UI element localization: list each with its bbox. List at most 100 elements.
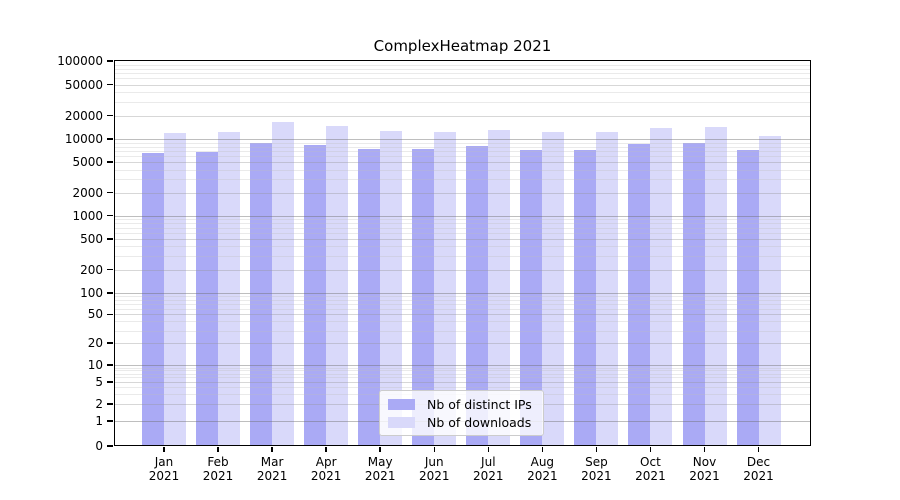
y-tick-mark [107,60,113,62]
y-tick-label: 10000 [64,132,103,147]
legend-swatch-distinct-ips [388,399,415,410]
y-tick-label: 5000 [72,155,103,170]
legend-label-downloads: Nb of downloads [427,415,532,430]
bar-downloads-feb [218,131,241,446]
y-tick-mark [107,191,113,194]
x-tick-mark [757,447,760,452]
y-tick-mark [107,214,113,217]
gridline-minor [114,64,811,66]
y-tick-mark [107,364,113,366]
x-tick-label-sep: Sep 2021 [581,455,612,483]
y-tick-label: 2000 [72,185,103,200]
x-tick-label-nov: Nov 2021 [689,455,720,483]
bar-distinct-ips-nov [682,142,705,446]
y-tick-label: 200 [80,262,103,277]
bar-downloads-jul [488,129,511,446]
y-tick-mark [107,161,113,163]
x-tick-label-jul: Jul 2021 [473,455,504,483]
legend-label-distinct-ips: Nb of distinct IPs [427,397,532,412]
bar-distinct-ips-mar [250,142,273,446]
gridline-minor [114,101,811,103]
y-tick-mark [107,238,113,240]
x-tick-mark [379,447,381,452]
x-tick-label-aug: Aug 2021 [527,455,558,483]
x-tick-mark [271,447,273,452]
bar-downloads-nov [704,126,727,446]
y-tick-label: 50 [87,307,103,322]
bar-distinct-ips-jan [142,153,164,446]
bar-distinct-ips-apr [304,144,327,446]
bar-distinct-ips-aug [520,149,543,446]
gridline-minor [114,84,811,86]
plot-area [114,60,811,446]
x-tick-mark [487,447,490,452]
chart-title: ComplexHeatmap 2021 [373,37,552,55]
y-tick-mark [107,445,113,447]
gridline-minor [114,92,811,94]
bar-downloads-oct [650,127,673,446]
y-axis: 100000 50000 20000 10000 5000 2000 1000 500 200 1… [0,55,113,452]
bar-downloads-jun [434,132,457,446]
y-tick-mark [107,420,113,422]
y-tick-mark [107,138,113,140]
x-tick-label-feb: Feb 2021 [202,455,234,483]
y-tick-mark [107,381,113,383]
legend-item-distinct-ips: Nb of distinct IPs [388,396,535,413]
x-tick-mark [541,447,544,452]
x-tick-label-jun: Jun 2021 [418,455,450,483]
x-tick-label-may: May 2021 [364,455,396,483]
legend-item-downloads: Nb of downloads [388,414,535,431]
y-tick-mark [107,114,113,117]
y-tick-label: 1 [95,413,103,428]
y-tick-label: 20 [87,336,103,351]
y-tick-label: 1000 [72,208,103,223]
legend-swatch-downloads [388,417,415,428]
gridline-minor [114,73,811,75]
x-tick-label-mar: Mar 2021 [256,455,288,483]
legend: Nb of distinct IPs Nb of downloads [379,390,544,436]
bar-distinct-ips-jun [412,148,435,446]
bar-distinct-ips-jul [466,145,489,446]
bar-downloads-may [380,130,403,446]
y-tick-label: 0 [95,439,103,453]
y-tick-mark [107,268,113,271]
bar-downloads-apr [326,125,349,446]
x-tick-mark [649,447,652,452]
x-tick-mark [703,447,706,452]
gridline-minor [114,115,811,117]
y-tick-mark [107,292,113,294]
x-tick-label-oct: Oct 2021 [635,455,666,483]
y-tick-label: 50000 [64,77,103,92]
x-tick-label-dec: Dec 2021 [743,455,774,483]
y-tick-label: 100000 [57,54,103,69]
x-tick-mark [163,447,165,452]
y-tick-label: 500 [80,231,103,246]
y-tick-mark [107,342,113,344]
y-tick-label: 5 [95,374,103,389]
x-tick-label-jan: Jan 2021 [148,455,180,483]
bar-downloads-dec [758,135,781,446]
y-tick-label: 2 [95,397,103,412]
bar-distinct-ips-may [358,149,381,446]
y-tick-mark [107,83,113,86]
x-tick-mark [217,447,219,452]
x-tick-label-apr: Apr 2021 [310,455,342,483]
x-tick-mark [325,447,327,452]
gridline-minor [114,68,811,70]
bar-distinct-ips-feb [196,151,219,446]
y-tick-mark [107,313,113,316]
y-tick-label: 20000 [64,108,103,123]
bar-distinct-ips-oct [628,143,651,446]
x-tick-mark [433,447,435,452]
x-tick-mark [595,447,598,452]
y-tick-label: 10 [87,357,103,372]
bar-downloads-jan [164,132,186,446]
bar-distinct-ips-dec [736,149,759,446]
y-tick-mark [107,403,113,405]
y-tick-label: 100 [80,285,103,300]
gridline-minor [114,78,811,80]
bar-downloads-aug [542,131,565,446]
bar-distinct-ips-sep [574,150,597,446]
bar-downloads-mar [272,122,295,446]
